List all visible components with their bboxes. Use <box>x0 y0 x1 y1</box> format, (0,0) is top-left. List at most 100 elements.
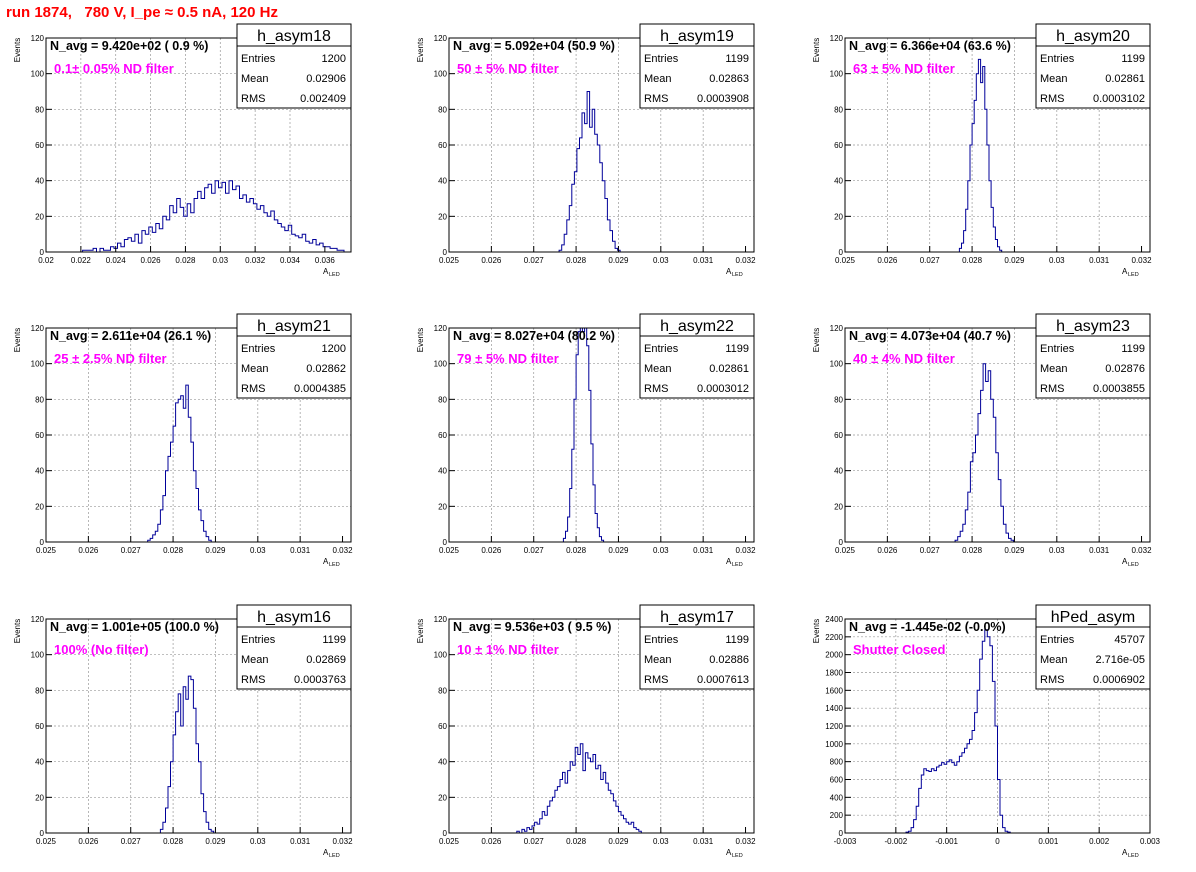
y-tick-label: 20 <box>35 793 44 802</box>
histogram-line <box>558 91 621 252</box>
y-tick-label: 40 <box>438 177 447 186</box>
x-tick-label: 0.032 <box>736 546 757 555</box>
stats-value: 1199 <box>725 53 749 65</box>
x-axis-label-subscript: LED <box>329 562 340 568</box>
stats-key: Entries <box>241 53 276 65</box>
y-tick-label: 60 <box>438 141 447 150</box>
stats-key: Mean <box>241 363 269 375</box>
x-tick-label: 0.027 <box>524 837 545 846</box>
y-tick-label: 0 <box>40 829 45 838</box>
histogram-panel-h_asym18: 0.02 0.022 0.024 0.026 0.028 0.03 0.032 0.034 0.… <box>13 23 352 278</box>
y-tick-label: 20 <box>35 212 44 221</box>
stats-value: 1199 <box>725 343 749 355</box>
stats-value: 0.0003102 <box>1093 93 1145 105</box>
y-tick-label: 60 <box>35 141 44 150</box>
x-tick-label: 0.026 <box>78 546 99 555</box>
y-axis-label: Events <box>13 328 22 352</box>
x-tick-label: 0.029 <box>608 837 629 846</box>
navg-label: N_avg = 4.073e+04 (40.7 %) <box>849 329 1011 343</box>
stats-value: 0.02886 <box>709 654 749 666</box>
stats-value: 0.0006902 <box>1093 674 1145 686</box>
x-axis-label: A <box>323 267 329 276</box>
stats-value: 0.02876 <box>1105 363 1145 375</box>
navg-label: N_avg = 8.027e+04 (80.2 %) <box>453 329 615 343</box>
x-tick-label: 0.031 <box>693 546 714 555</box>
x-tick-label: 0.025 <box>439 546 460 555</box>
y-axis-label: Events <box>812 328 821 352</box>
histogram-line <box>905 629 1011 833</box>
y-tick-label: 400 <box>830 793 844 802</box>
stats-title: h_asym17 <box>660 609 734 626</box>
stats-value: 1200 <box>322 53 346 65</box>
x-axis-label: A <box>726 267 732 276</box>
y-tick-label: 120 <box>31 34 45 43</box>
x-tick-label: 0.025 <box>36 837 57 846</box>
y-tick-label: 0 <box>40 538 45 547</box>
x-tick-label: 0.022 <box>71 256 92 265</box>
x-axis-label: A <box>323 848 329 857</box>
stats-value: 1199 <box>725 634 749 646</box>
y-axis-label: Events <box>812 619 821 643</box>
x-axis-label: A <box>323 557 329 566</box>
y-tick-label: 40 <box>834 467 843 476</box>
stats-value: 0.002409 <box>300 93 346 105</box>
stats-key: RMS <box>644 383 668 395</box>
y-tick-label: 1800 <box>825 669 843 678</box>
stats-value: 0.0004385 <box>294 383 346 395</box>
page-title: run 1874, 780 V, I_pe ≈ 0.5 nA, 120 Hz <box>6 4 278 21</box>
y-tick-label: 120 <box>830 324 844 333</box>
histogram-line <box>147 384 212 542</box>
y-tick-label: 20 <box>834 502 843 511</box>
y-tick-label: 2000 <box>825 651 843 660</box>
y-tick-label: 80 <box>35 686 44 695</box>
x-tick-label: 0.025 <box>835 546 856 555</box>
x-tick-label: 0.032 <box>1132 256 1153 265</box>
x-tick-label: 0.036 <box>315 256 336 265</box>
stats-value: 0.02863 <box>709 73 749 85</box>
y-tick-label: 40 <box>35 177 44 186</box>
histogram-panel-hPed_asym: -0.003 -0.002 -0.001 0 0.001 0.002 0.003 0 200 40… <box>812 604 1161 859</box>
y-tick-label: 80 <box>834 105 843 114</box>
stats-key: Mean <box>241 654 269 666</box>
stats-box <box>1035 313 1151 399</box>
x-tick-label: 0.026 <box>481 256 502 265</box>
stats-value: 1199 <box>1121 343 1145 355</box>
y-tick-label: 20 <box>438 793 447 802</box>
stats-key: RMS <box>241 93 265 105</box>
stats-title: h_asym19 <box>660 28 734 45</box>
histogram-panel-h_asym21: 0.025 0.026 0.027 0.028 0.029 0.03 0.031 0.032 0… <box>13 313 353 568</box>
y-tick-label: 40 <box>834 177 843 186</box>
y-tick-label: 120 <box>434 34 448 43</box>
x-tick-label: 0.003 <box>1140 837 1161 846</box>
y-tick-label: 80 <box>35 105 44 114</box>
x-tick-label: 0.03 <box>1049 546 1065 555</box>
histogram-line <box>954 363 1015 542</box>
filter-annotation: Shutter Closed <box>853 642 946 657</box>
x-tick-label: 0.002 <box>1089 837 1110 846</box>
x-tick-label: 0.029 <box>608 546 629 555</box>
x-tick-label: 0.029 <box>1004 256 1025 265</box>
x-tick-label: 0.031 <box>693 256 714 265</box>
x-tick-label: -0.001 <box>935 837 958 846</box>
stats-title: h_asym23 <box>1056 318 1130 335</box>
x-axis-label: A <box>1122 267 1128 276</box>
x-tick-label: 0.029 <box>205 546 226 555</box>
stats-key: Entries <box>1040 53 1075 65</box>
x-tick-label: 0.03 <box>250 546 266 555</box>
y-axis-label: Events <box>416 328 425 352</box>
x-tick-label: 0.028 <box>962 256 983 265</box>
y-tick-label: 40 <box>35 758 44 767</box>
stats-key: Entries <box>241 634 276 646</box>
stats-value: 0.0003908 <box>697 93 749 105</box>
filter-annotation: 0.1± 0.05% ND filter <box>54 61 174 76</box>
y-tick-label: 100 <box>31 70 45 79</box>
y-tick-label: 200 <box>830 811 844 820</box>
stats-title: h_asym22 <box>660 318 734 335</box>
x-tick-label: 0.025 <box>835 256 856 265</box>
stats-key: Entries <box>644 634 679 646</box>
stats-value: 0.02906 <box>306 73 346 85</box>
y-tick-label: 60 <box>35 722 44 731</box>
x-axis-label-subscript: LED <box>1128 562 1139 568</box>
stats-key: Mean <box>644 654 672 666</box>
